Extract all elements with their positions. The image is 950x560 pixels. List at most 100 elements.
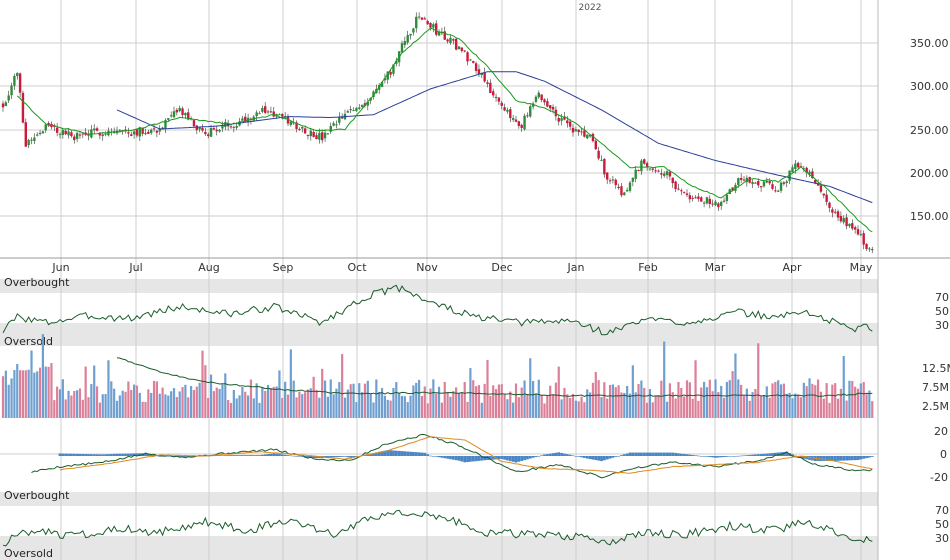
- macd-histogram-bar: [420, 452, 424, 456]
- volume-bar: [73, 390, 76, 418]
- macd-histogram-bar: [677, 453, 680, 456]
- candle-body: [831, 209, 834, 213]
- macd-histogram-bar: [460, 456, 464, 462]
- volume-bar: [814, 385, 817, 418]
- volume-bar: [611, 384, 614, 418]
- volume-bar: [1, 376, 5, 418]
- candle-body: [403, 41, 407, 46]
- candle-body: [201, 127, 204, 131]
- candle-body: [682, 191, 686, 193]
- candle-body: [822, 193, 825, 196]
- macd-histogram-bar: [793, 455, 797, 457]
- volume-bar: [178, 391, 181, 418]
- candle-body: [78, 134, 82, 136]
- candle-body: [782, 182, 786, 184]
- candle-body: [603, 158, 606, 175]
- volume-bar: [551, 394, 555, 418]
- macd-histogram-bar: [158, 456, 162, 457]
- macd-histogram-bar: [597, 456, 601, 461]
- candle-body: [856, 229, 860, 235]
- candle-body: [571, 127, 575, 133]
- rsi-oversold-label: Oversold: [4, 335, 53, 348]
- volume-bar: [252, 398, 255, 418]
- volume-bar: [640, 380, 643, 418]
- volume-bar: [147, 389, 150, 418]
- volume-bar: [121, 390, 124, 418]
- volume-bar: [760, 396, 763, 418]
- volume-tick-12-5m: 12.5M: [922, 362, 950, 375]
- volume-bar: [264, 390, 267, 418]
- candle-body: [318, 132, 321, 140]
- candle-body: [298, 129, 301, 131]
- macd-histogram-bar: [454, 456, 458, 461]
- volume-bar: [212, 391, 215, 418]
- candle-body: [794, 163, 797, 169]
- volume-bar: [24, 370, 27, 418]
- macd-histogram-bar: [839, 456, 843, 461]
- macd-histogram-bar: [451, 456, 455, 460]
- macd-histogram-bar: [434, 456, 438, 457]
- volume-bar: [563, 387, 566, 418]
- volume-bar: [64, 399, 67, 418]
- macd-histogram-bar: [423, 452, 427, 456]
- candle-body: [526, 115, 529, 117]
- macd-histogram-bar: [480, 456, 484, 461]
- volume-bar: [677, 381, 680, 418]
- macd-histogram-bar: [238, 455, 241, 456]
- volume-bar: [286, 394, 290, 418]
- candle-body: [845, 217, 848, 227]
- candle-body: [645, 163, 649, 168]
- macd-histogram-bar: [631, 452, 635, 456]
- macd-histogram-bar: [500, 456, 504, 459]
- candle-body: [144, 133, 147, 135]
- macd-histogram-bar: [232, 455, 236, 456]
- volume-bar: [349, 384, 352, 418]
- candle-body: [315, 135, 318, 140]
- candle-body: [112, 131, 116, 134]
- volume-bar: [329, 379, 332, 418]
- volume-bar: [717, 392, 720, 418]
- candle-body: [509, 109, 512, 119]
- volume-bar: [517, 397, 520, 418]
- volume-bar: [626, 386, 629, 418]
- candle-body: [765, 180, 768, 183]
- candle-body: [657, 170, 660, 172]
- macd-histogram-bar: [372, 453, 375, 456]
- macd-histogram-bar: [223, 455, 227, 456]
- candle-body: [360, 104, 364, 107]
- candle-body: [449, 37, 452, 44]
- volume-bar: [440, 402, 443, 418]
- candle-body: [192, 120, 196, 127]
- macd-histogram-bar: [651, 452, 655, 456]
- volume-bar: [700, 387, 703, 418]
- candle-body: [851, 223, 854, 229]
- volume-bar: [520, 387, 523, 418]
- macd-histogram-bar: [189, 456, 193, 457]
- candle-body: [702, 202, 706, 204]
- macd-histogram-bar: [92, 454, 96, 456]
- macd-histogram-bar: [528, 456, 532, 459]
- volume-bar: [665, 401, 669, 418]
- candle-body: [127, 132, 130, 134]
- volume-bar: [697, 400, 700, 418]
- macd-histogram-bar: [286, 455, 290, 456]
- macd-histogram-bar: [497, 456, 501, 460]
- candle-body: [16, 72, 19, 77]
- candle-body: [557, 118, 560, 122]
- volume-bar: [87, 397, 90, 418]
- candle-body: [415, 16, 418, 29]
- volume-bar: [118, 395, 121, 418]
- volume-bar: [868, 390, 871, 418]
- volume-bar: [671, 392, 674, 418]
- macd-histogram-bar: [674, 452, 677, 456]
- candle-body: [774, 190, 777, 192]
- macd-histogram-bar: [756, 454, 760, 456]
- macd-histogram-bar: [520, 456, 524, 461]
- volume-bar: [711, 391, 714, 418]
- volume-bar: [113, 388, 116, 418]
- macd-histogram-bar: [332, 456, 335, 458]
- candle-body: [101, 134, 104, 137]
- volume-bar: [620, 392, 623, 418]
- candle-body: [523, 115, 526, 130]
- volume-bar: [725, 381, 728, 418]
